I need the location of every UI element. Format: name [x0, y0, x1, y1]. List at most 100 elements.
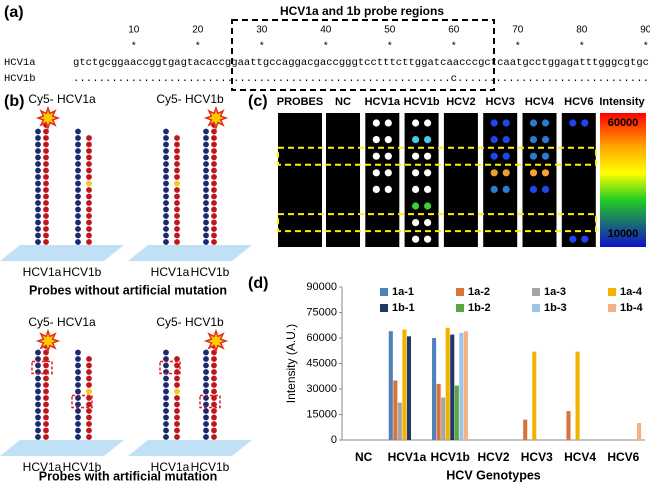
- spot: [424, 202, 432, 210]
- strand-dot: [86, 206, 92, 213]
- spot: [424, 152, 432, 160]
- column-label: HCV1a: [365, 96, 401, 108]
- strand-dot: [86, 239, 92, 245]
- legend-swatch: [532, 288, 540, 296]
- strand-dot: [35, 349, 41, 356]
- colorbar-title: Intensity: [599, 96, 645, 108]
- spot: [372, 169, 380, 177]
- spot: [384, 119, 392, 127]
- strand-dot: [203, 434, 209, 440]
- strand-dot: [43, 187, 49, 193]
- spot: [490, 119, 498, 127]
- spot: [412, 235, 420, 243]
- strand-dot: [43, 174, 49, 180]
- strand-dot: [174, 421, 180, 427]
- spot: [529, 152, 538, 160]
- strand-dot: [203, 369, 209, 375]
- highlight-box: [277, 146, 597, 166]
- cy5-star: [35, 328, 61, 354]
- strand-dot: [211, 161, 217, 167]
- strand-dot: [203, 154, 209, 161]
- strand-dot: [86, 154, 92, 161]
- strand-dot: [75, 187, 81, 193]
- spot: [490, 185, 498, 193]
- group-caption: Probes without artificial mutation: [29, 283, 227, 297]
- strand-dot: [35, 388, 41, 395]
- strand-dot: [43, 193, 49, 200]
- strand-dot: [163, 382, 169, 388]
- strand-dot: [211, 226, 217, 232]
- position-marker: *: [515, 41, 521, 53]
- row-label: 1a-3: [289, 150, 311, 162]
- position-number: 40: [320, 25, 332, 36]
- strand-dot: [174, 375, 180, 382]
- legend-swatch: [380, 288, 388, 296]
- strand-dot: [163, 226, 169, 232]
- strand-dot: [174, 388, 180, 395]
- position-marker: *: [195, 41, 201, 53]
- diagrams: Probes without artificial mutation Cy5- H…: [0, 92, 252, 483]
- strand-dot: [211, 180, 217, 187]
- strand-dot: [43, 141, 49, 148]
- strand-dot: [43, 219, 49, 226]
- strand-dot: [174, 193, 180, 200]
- spot: [384, 169, 392, 177]
- strand-dot: [174, 434, 180, 440]
- substrate: [0, 245, 124, 261]
- header: PROBES: [277, 96, 323, 108]
- array-image: [365, 113, 400, 247]
- strand-dot: [211, 174, 217, 180]
- position-number: 60: [448, 25, 460, 36]
- bar: [406, 336, 412, 440]
- y-tick-label: 45000: [306, 357, 337, 369]
- strand-dot: [35, 193, 41, 200]
- strand-dot: [86, 141, 92, 148]
- strand-dot: [86, 174, 92, 180]
- colorbar-max: 60000: [608, 117, 639, 129]
- strand-dot: [43, 395, 49, 401]
- strand-dot: [203, 408, 209, 414]
- strand-dot: [163, 180, 169, 187]
- bar: [393, 380, 398, 440]
- strand-dot: [86, 135, 92, 141]
- panel-title: HCV1a and 1b probe regions: [280, 4, 444, 18]
- panel-label: (b): [4, 93, 24, 110]
- strand-dot: [35, 141, 41, 148]
- bar: [463, 331, 468, 440]
- strand-dot: [163, 135, 169, 141]
- strand-dot: [75, 375, 81, 382]
- strand-dot: [43, 362, 49, 369]
- strand-dot: [75, 148, 81, 154]
- array-image: [326, 113, 360, 247]
- strand-dot: [163, 213, 169, 219]
- diagram-title: Cy5- HCV1a: [28, 315, 96, 329]
- strand-dot: [174, 206, 180, 213]
- spot: [581, 235, 589, 243]
- spot: [412, 152, 420, 160]
- group-caption: Probes with artificial mutation: [39, 469, 218, 483]
- strand-dot: [163, 414, 169, 421]
- bar: [459, 332, 464, 440]
- strand-dot: [35, 219, 41, 226]
- strand-dot: [174, 219, 180, 226]
- probe-label-bg: [278, 113, 322, 247]
- column-label: NC: [335, 96, 351, 108]
- panel-label: (d): [248, 275, 268, 292]
- strand-dot: [35, 421, 41, 427]
- strand-dot: [211, 388, 217, 395]
- strand-dot: [75, 226, 81, 232]
- strand-dot: [174, 167, 180, 174]
- strand-dot: [203, 213, 209, 219]
- row-name: HCV1a: [4, 57, 36, 69]
- sequence: ........................................…: [73, 73, 649, 85]
- column-label: HCV6: [564, 96, 593, 108]
- strand-dot: [86, 408, 92, 414]
- chart: 0 15000 30000 45000 60000 75000 90000 Intensity…: [284, 281, 645, 482]
- strand-dot: [75, 219, 81, 226]
- position-number: 80: [576, 25, 588, 36]
- strand-dot: [211, 213, 217, 219]
- legend-label: 1a-1: [392, 286, 414, 298]
- legend-label: 1b-3: [544, 302, 567, 314]
- strand-dot: [203, 193, 209, 200]
- strand-dot: [174, 362, 180, 369]
